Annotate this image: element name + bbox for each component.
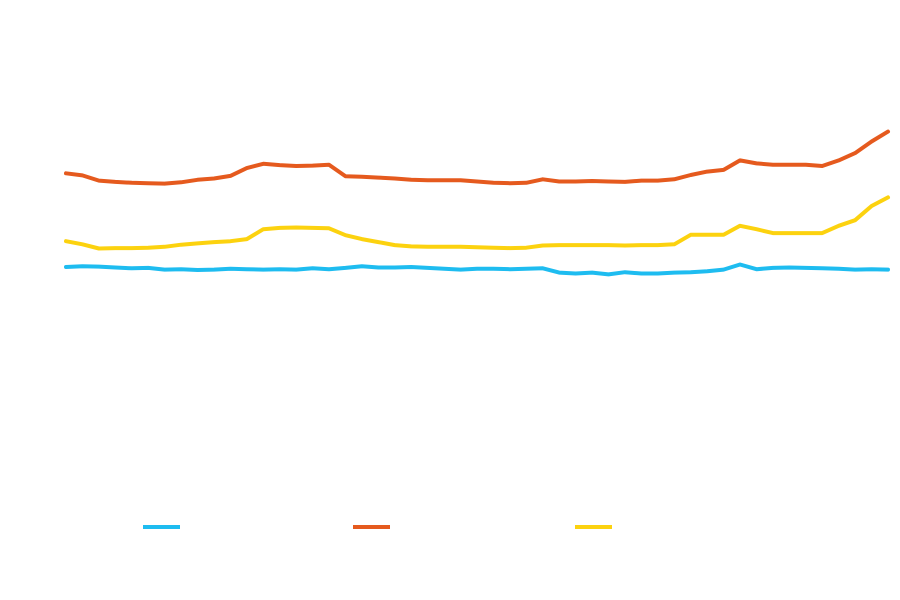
series-line-1: [64, 262, 890, 277]
series-line-2: [64, 129, 890, 186]
series-line-3: [64, 195, 890, 251]
plot-area: [64, 129, 890, 277]
